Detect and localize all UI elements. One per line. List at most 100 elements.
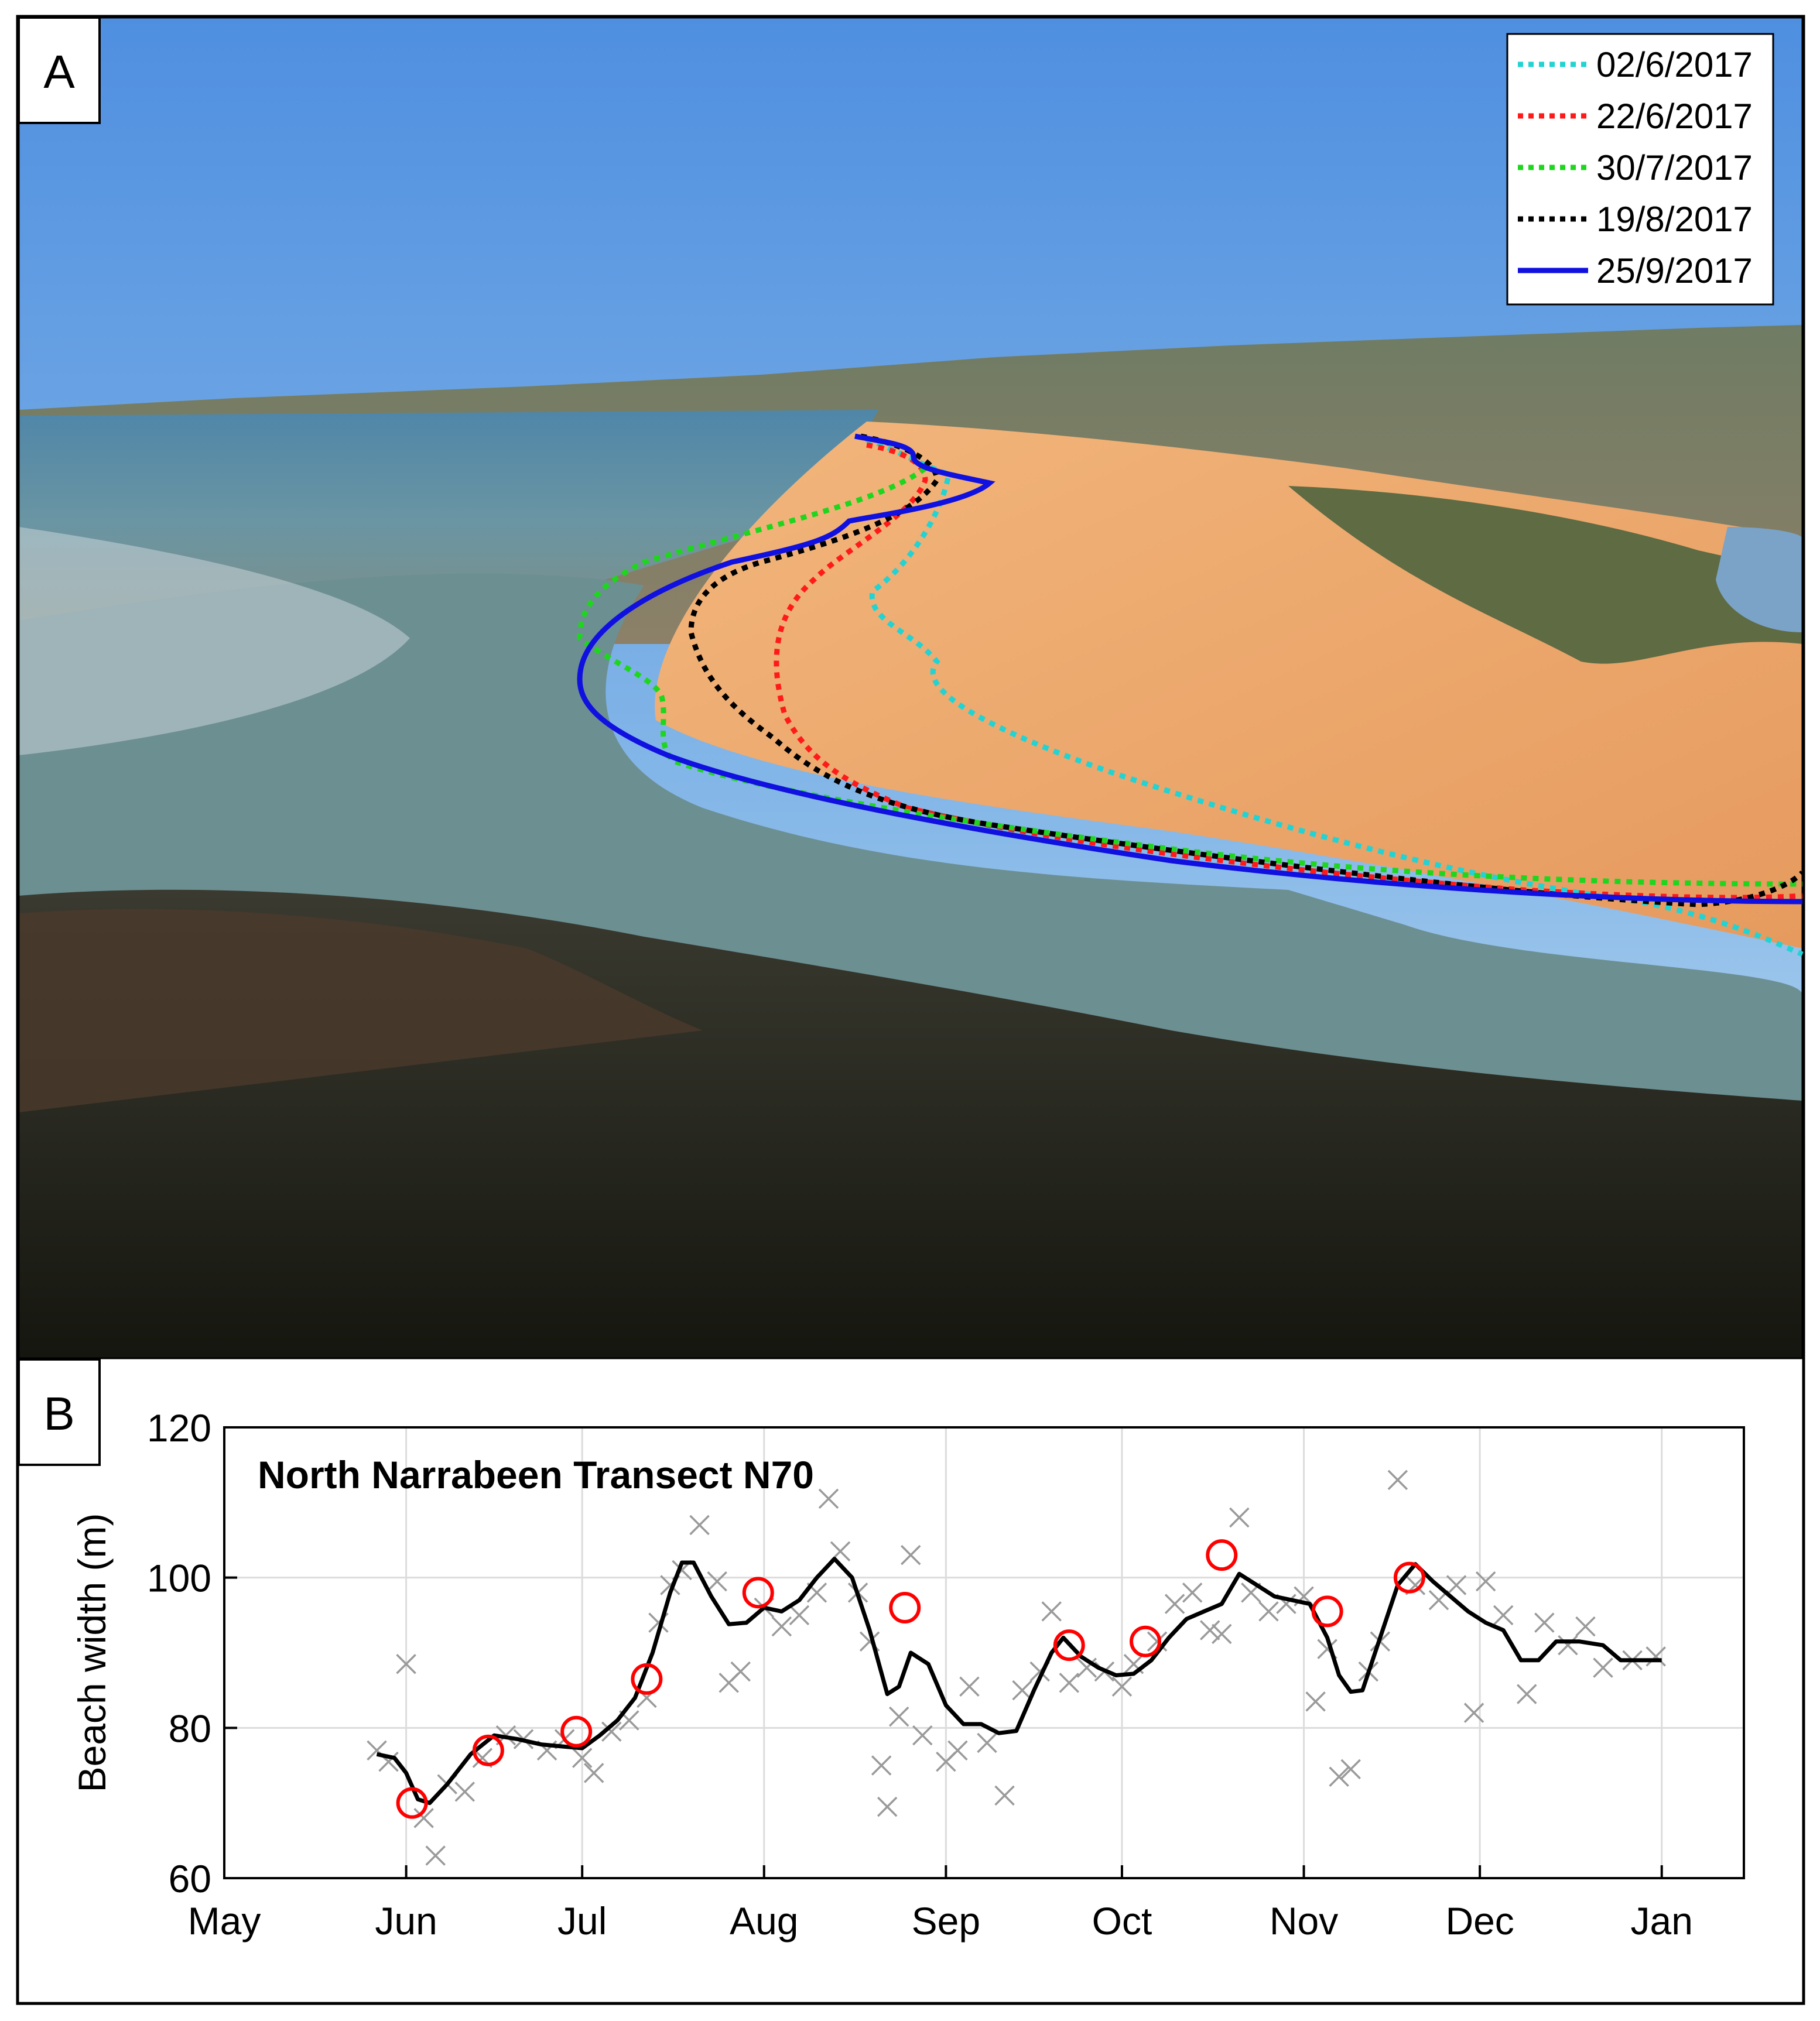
observation-marker <box>1593 1657 1613 1678</box>
y-tick-label: 120 <box>147 1406 211 1450</box>
observation-marker <box>1558 1635 1578 1656</box>
x-tick-label: Sep <box>912 1899 980 1943</box>
observation-marker <box>1111 1676 1133 1697</box>
survey-marker <box>631 1663 663 1695</box>
y-tick-label: 80 <box>169 1707 211 1750</box>
legend-entry-label: 22/6/2017 <box>1596 97 1753 136</box>
survey-points <box>396 1539 1425 1819</box>
observation-marker <box>888 1706 909 1727</box>
raw-observations <box>367 1469 1666 1866</box>
y-tick-label: 60 <box>169 1857 211 1900</box>
survey-marker <box>1311 1595 1343 1628</box>
observation-marker <box>1475 1571 1496 1592</box>
observation-marker <box>1493 1605 1514 1626</box>
panel-a-letter: A <box>43 46 75 98</box>
observation-marker <box>1182 1582 1203 1603</box>
observation-marker <box>413 1808 434 1828</box>
x-axis: May Jun Jul Aug Sep Oct Nov Dec Jan <box>188 1865 1693 1943</box>
observation-marker <box>1463 1703 1484 1723</box>
observation-marker <box>1340 1759 1361 1780</box>
panel-a-label-box: A <box>18 16 101 124</box>
smoothed-series <box>376 1557 1662 1806</box>
observation-marker <box>771 1616 792 1637</box>
observation-marker <box>1446 1575 1467 1595</box>
observation-marker <box>707 1571 727 1592</box>
survey-marker <box>742 1577 774 1609</box>
observation-marker <box>1076 1657 1097 1678</box>
plot-area <box>223 1426 1745 1879</box>
observation-marker <box>947 1740 968 1761</box>
x-tick-label: Jun <box>375 1899 437 1943</box>
observation-marker <box>1645 1646 1666 1667</box>
observation-marker <box>871 1755 892 1776</box>
x-tick-label: Dec <box>1445 1899 1514 1943</box>
surf-foam <box>19 527 410 755</box>
shoreline-25-9-2017 <box>577 433 1803 905</box>
observation-marker <box>1059 1673 1080 1693</box>
shoreline-19-8-2017 <box>688 433 1805 907</box>
observation-marker <box>789 1605 810 1626</box>
survey-marker <box>1393 1561 1425 1594</box>
x-tick-label: Jan <box>1631 1899 1693 1943</box>
chart-title: North Narrabeen Transect N70 <box>258 1453 814 1496</box>
photo-border <box>18 16 1804 1359</box>
x-tick-label: Nov <box>1270 1899 1338 1943</box>
x-tick-label: Oct <box>1092 1899 1152 1943</box>
observation-marker <box>1041 1601 1062 1622</box>
observation-marker <box>977 1732 997 1753</box>
survey-marker <box>396 1787 428 1819</box>
x-tick-label: Aug <box>730 1899 798 1943</box>
figure-frame <box>16 15 1805 2005</box>
observation-marker <box>1229 1507 1250 1528</box>
x-tick-label: Jul <box>557 1899 607 1943</box>
y-tick-label: 100 <box>147 1557 211 1600</box>
observation-marker <box>689 1515 710 1536</box>
observation-marker <box>1517 1684 1537 1704</box>
observation-marker <box>583 1763 604 1783</box>
observation-marker <box>959 1676 980 1697</box>
chart-panel: B May Jun Jul Aug Sep Oct Nov Dec Jan 60 80 100 120… <box>18 1358 1745 1943</box>
survey-marker <box>472 1734 504 1766</box>
survey-marker <box>560 1715 593 1748</box>
survey-marker <box>1206 1539 1238 1571</box>
legend: 02/6/2017 22/6/2017 30/7/2017 19/8/2017 25/9… <box>1506 33 1774 306</box>
shoreline-traces <box>577 433 1805 957</box>
x-tick-label: May <box>188 1899 261 1943</box>
observation-marker <box>1012 1680 1032 1701</box>
observation-marker <box>877 1796 898 1817</box>
survey-marker <box>1053 1629 1085 1662</box>
observation-marker <box>1200 1620 1220 1640</box>
observation-marker <box>1305 1691 1326 1712</box>
legend-entry-label: 02/6/2017 <box>1596 45 1753 84</box>
observation-marker <box>1534 1612 1555 1633</box>
beach-photo <box>19 18 1802 1358</box>
observation-marker <box>454 1782 475 1802</box>
observation-marker <box>730 1661 751 1682</box>
observation-marker <box>1575 1616 1596 1637</box>
observation-marker <box>1387 1469 1408 1491</box>
beach-width-line <box>376 1557 1662 1806</box>
survey-marker <box>1130 1625 1162 1657</box>
observation-marker <box>1258 1601 1279 1622</box>
rock-shelf <box>19 909 703 1112</box>
observation-marker <box>818 1488 839 1509</box>
observation-marker <box>1329 1766 1349 1787</box>
observation-marker <box>1212 1623 1232 1645</box>
observation-marker <box>901 1544 921 1566</box>
panel-b-letter: B <box>43 1388 74 1440</box>
legend-entry-label: 25/9/2017 <box>1596 251 1753 290</box>
panel-b-label-box <box>18 1358 101 1466</box>
lagoon <box>1716 527 1802 632</box>
observation-marker <box>396 1654 416 1674</box>
legend-entry-label: 19/8/2017 <box>1596 200 1753 239</box>
observation-marker <box>994 1785 1015 1806</box>
legend-entry-label: 30/7/2017 <box>1596 148 1753 187</box>
observation-marker <box>1164 1594 1185 1614</box>
y-axis: 60 80 100 120 <box>147 1406 237 1900</box>
dune-vegetation <box>1288 486 1802 664</box>
shoreline-22-6-2017 <box>774 442 1803 900</box>
survey-marker <box>889 1592 921 1623</box>
observation-marker <box>601 1721 622 1742</box>
